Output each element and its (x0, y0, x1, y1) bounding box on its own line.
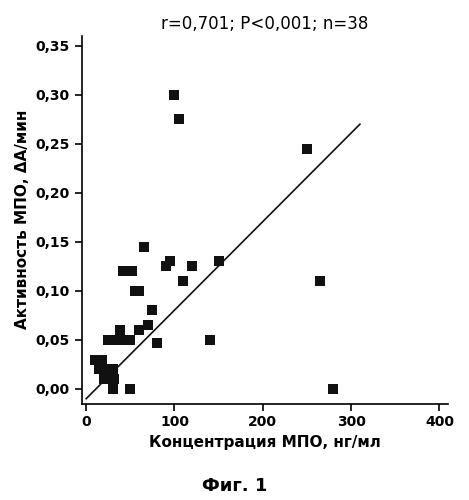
Point (127, 336, 134, 344)
Point (131, 287, 138, 295)
Point (171, 91, 178, 99)
Point (105, 336, 112, 344)
Point (189, 262, 196, 270)
Point (166, 258, 174, 266)
Point (136, 287, 143, 295)
Point (175, 116, 182, 124)
Point (180, 277, 187, 285)
Point (127, 385, 134, 393)
Point (122, 336, 129, 344)
Point (153, 339, 160, 347)
Point (125, 268, 132, 276)
Point (162, 262, 169, 270)
Point (96, 366, 103, 374)
Point (144, 321, 152, 329)
Point (303, 144, 310, 152)
Point (109, 366, 116, 374)
Point (113, 336, 121, 344)
Point (149, 306, 156, 314)
X-axis label: Концентрация МПО, нг/мл: Концентрация МПО, нг/мл (149, 435, 381, 450)
Point (317, 277, 324, 285)
Text: Фиг. 1: Фиг. 1 (202, 477, 267, 495)
Point (136, 326, 143, 334)
Point (120, 268, 127, 276)
Point (111, 375, 118, 383)
Point (109, 385, 116, 393)
Point (107, 366, 114, 374)
Point (102, 366, 109, 374)
Point (206, 336, 213, 344)
Point (91, 356, 99, 364)
Point (98, 356, 106, 364)
Y-axis label: Активность МПО, ΔА/мин: Активность МПО, ΔА/мин (15, 110, 30, 330)
Point (215, 258, 222, 266)
Point (140, 243, 147, 251)
Title: r=0,701; P<0,001; n=38: r=0,701; P<0,001; n=38 (161, 15, 369, 33)
Point (116, 326, 123, 334)
Point (118, 336, 125, 344)
Point (105, 366, 112, 374)
Point (129, 268, 136, 276)
Point (100, 375, 107, 383)
Point (330, 385, 337, 393)
